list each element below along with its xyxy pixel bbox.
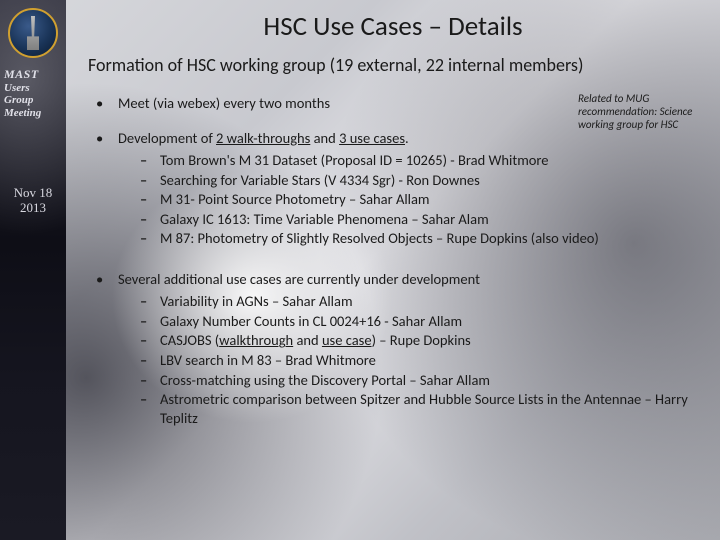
telescope-icon [23,16,43,50]
dash-icon: – [140,390,160,427]
bullet-item: • Several additional use cases are curre… [96,270,708,289]
sidebar-date: Nov 18 2013 [6,186,60,216]
mast-logo [8,8,58,58]
bullet-item: • Development of 2 walk-throughs and 3 u… [96,129,708,148]
sidebar: MAST Users Group Meeting Nov 18 2013 [0,0,66,540]
dash-icon: – [140,190,160,209]
sub-item: –Variability in AGNs – Sahar Allam [140,292,708,311]
sub-text: CASJOBS (walkthrough and use case) – Rup… [160,331,708,350]
bullet-icon: • [96,94,118,113]
sub-text: Cross-matching using the Discovery Porta… [160,371,708,390]
sub-text: Astrometric comparison between Spitzer a… [160,390,708,427]
sub-item: –Galaxy Number Counts in CL 0024+16 - Sa… [140,312,708,331]
sub-list: –Tom Brown's M 31 Dataset (Proposal ID =… [140,151,708,248]
sub-text: Galaxy Number Counts in CL 0024+16 - Sah… [160,312,708,331]
sub-item: –LBV search in M 83 – Brad Whitmore [140,351,708,370]
sub-item: –Cross-matching using the Discovery Port… [140,371,708,390]
bullet-item: • Meet (via webex) every two months [96,94,708,113]
date-line: 2013 [6,201,60,216]
brand-line: Group [4,94,62,107]
sub-item: –Searching for Variable Stars (V 4334 Sg… [140,171,708,190]
bullet-text: Several additional use cases are current… [118,270,708,289]
sub-text: M 31- Point Source Photometry – Sahar Al… [160,190,708,209]
sub-text: Tom Brown's M 31 Dataset (Proposal ID = … [160,151,708,170]
bullet-text: Meet (via webex) every two months [118,94,708,113]
sub-text: LBV search in M 83 – Brad Whitmore [160,351,708,370]
sub-item: –Astrometric comparison between Spitzer … [140,390,708,427]
sub-item: –Tom Brown's M 31 Dataset (Proposal ID =… [140,151,708,170]
bullet-text: Development of 2 walk-throughs and 3 use… [118,129,708,148]
dash-icon: – [140,171,160,190]
sub-text: Galaxy IC 1613: Time Variable Phenomena … [160,210,708,229]
brand-line: Users [4,82,62,95]
dash-icon: – [140,151,160,170]
date-line: Nov 18 [6,186,60,201]
sub-item: –CASJOBS (walkthrough and use case) – Ru… [140,331,708,350]
sidebar-brand: MAST Users Group Meeting [4,68,62,120]
sub-text: Searching for Variable Stars (V 4334 Sgr… [160,171,708,190]
sub-item: –Galaxy IC 1613: Time Variable Phenomena… [140,210,708,229]
dash-icon: – [140,371,160,390]
content-area: HSC Use Cases – Details Formation of HSC… [66,0,720,540]
sub-item: –M 87: Photometry of Slightly Resolved O… [140,229,708,248]
dash-icon: – [140,331,160,350]
bullet-icon: • [96,270,118,289]
slide: MAST Users Group Meeting Nov 18 2013 HSC… [0,0,720,540]
dash-icon: – [140,229,160,248]
dash-icon: – [140,351,160,370]
slide-title: HSC Use Cases – Details [66,10,720,43]
dash-icon: – [140,210,160,229]
sub-list: –Variability in AGNs – Sahar Allam –Gala… [140,292,708,427]
slide-subtitle: Formation of HSC working group (19 exter… [88,54,583,76]
sub-text: Variability in AGNs – Sahar Allam [160,292,708,311]
bullet-icon: • [96,129,118,148]
sub-text: M 87: Photometry of Slightly Resolved Ob… [160,229,708,248]
dash-icon: – [140,292,160,311]
brand-line: Meeting [4,107,62,120]
brand-line: MAST [4,68,62,82]
body-text: • Meet (via webex) every two months • De… [96,94,708,441]
dash-icon: – [140,312,160,331]
sub-item: –M 31- Point Source Photometry – Sahar A… [140,190,708,209]
